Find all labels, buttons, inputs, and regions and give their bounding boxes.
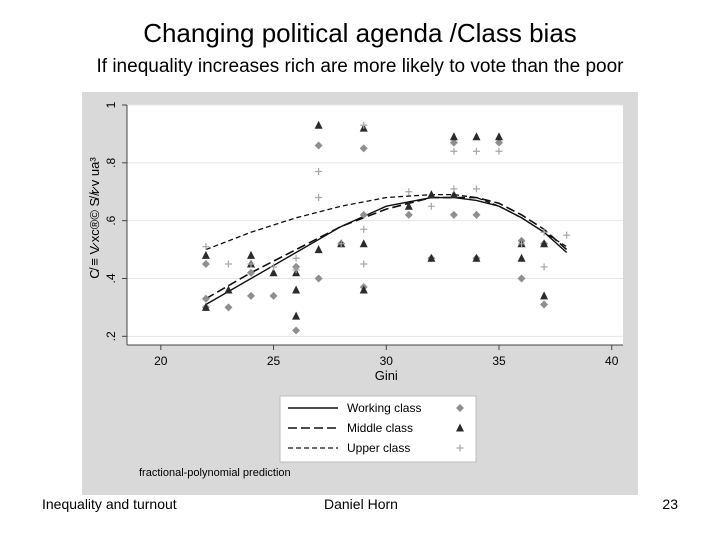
point-upper-class <box>540 228 548 236</box>
point-upper-class <box>495 147 503 155</box>
y-tick-label: .4 <box>104 273 118 283</box>
footer-left: Inequality and turnout <box>42 496 177 512</box>
point-working-class <box>292 326 301 335</box>
y-tick-label: 1 <box>104 101 118 108</box>
fit-line-middle-class <box>205 196 568 300</box>
chart-note: fractional-polynomial prediction <box>139 467 291 479</box>
point-upper-class <box>450 147 458 155</box>
y-tick-label: .6 <box>104 215 118 225</box>
point-upper-class <box>360 121 368 129</box>
point-middle-class <box>292 311 301 320</box>
point-upper-class <box>224 260 232 268</box>
point-middle-class <box>540 291 549 300</box>
point-working-class <box>517 274 526 283</box>
point-middle-class <box>359 285 368 294</box>
legend-label: Middle class <box>347 421 413 435</box>
point-middle-class <box>427 253 436 262</box>
x-tick-label: 20 <box>154 354 168 368</box>
page-number: 23 <box>662 496 678 512</box>
slide-title: Changing political agenda /Class bias <box>143 18 577 48</box>
point-middle-class <box>224 285 233 294</box>
point-upper-class <box>360 225 368 233</box>
point-working-class <box>449 210 458 219</box>
legend-label: Working class <box>347 401 421 415</box>
x-axis-label: Gini <box>375 368 398 383</box>
point-upper-class <box>315 168 323 176</box>
legend-marker-triangle <box>456 423 464 432</box>
point-upper-class <box>315 194 323 202</box>
point-middle-class <box>292 285 301 294</box>
point-middle-class <box>472 253 481 262</box>
data-points <box>201 120 571 335</box>
y-axis-ticks: .2 .4 .6 .8 1 <box>104 101 128 345</box>
point-working-class <box>269 291 278 300</box>
point-working-class <box>201 260 210 269</box>
y-axis-label-group: C̸ ≡ V̷ xc®© S̸ ̸r̷ v ua³ <box>87 157 102 279</box>
point-upper-class <box>247 260 255 268</box>
point-upper-class <box>427 202 435 210</box>
footer-author: Daniel Horn <box>324 496 398 512</box>
y-tick-label: .2 <box>104 331 118 341</box>
point-working-class <box>495 138 503 147</box>
legend-label: Upper class <box>347 441 410 455</box>
point-upper-class <box>540 263 548 271</box>
point-upper-class <box>270 263 278 271</box>
point-upper-class <box>450 185 458 193</box>
point-working-class <box>224 303 233 312</box>
legend: Working class Middle class Upper class <box>279 395 477 463</box>
point-upper-class <box>292 254 300 262</box>
gridlines <box>127 104 623 337</box>
point-working-class <box>314 274 323 283</box>
point-middle-class <box>247 250 255 259</box>
point-working-class <box>404 210 413 219</box>
point-working-class <box>247 291 255 300</box>
point-middle-class <box>359 239 368 248</box>
slide-subtitle: If inequality increases rich are more li… <box>96 56 624 77</box>
point-middle-class <box>472 132 481 141</box>
point-middle-class <box>495 132 503 141</box>
point-upper-class <box>472 185 480 193</box>
point-upper-class <box>472 147 480 155</box>
point-middle-class <box>449 190 458 199</box>
legend-marker-plus <box>456 444 464 452</box>
point-middle-class <box>517 253 526 262</box>
point-upper-class <box>563 231 571 239</box>
point-working-class <box>472 210 481 219</box>
point-working-class <box>540 300 549 309</box>
y-tick-label: .8 <box>104 158 118 168</box>
point-middle-class <box>314 245 323 254</box>
x-axis-ticks: 20 25 30 35 40 <box>127 344 623 368</box>
point-upper-class <box>518 240 526 248</box>
point-working-class <box>201 294 210 303</box>
fit-line-upper-class <box>205 193 567 251</box>
point-upper-class <box>360 260 368 268</box>
point-working-class <box>359 210 368 219</box>
point-upper-class <box>405 188 413 196</box>
x-tick-label: 35 <box>492 354 506 368</box>
point-middle-class <box>427 190 436 199</box>
point-middle-class <box>540 239 549 248</box>
point-middle-class <box>269 268 278 277</box>
point-working-class <box>247 268 255 277</box>
point-working-class <box>359 144 368 153</box>
point-working-class <box>449 138 458 147</box>
point-middle-class <box>314 120 323 129</box>
point-middle-class <box>201 250 210 259</box>
x-tick-label: 40 <box>605 354 619 368</box>
x-tick-label: 25 <box>267 354 281 368</box>
point-upper-class <box>292 266 300 274</box>
plot-area <box>127 105 623 345</box>
point-middle-class <box>449 132 458 141</box>
point-middle-class <box>201 302 210 311</box>
legend-box <box>279 395 477 463</box>
y-axis-label: C̸ ≡ V̷ xc®© S̸ ̸r̷ v ua³ <box>87 157 102 279</box>
point-middle-class <box>404 201 413 210</box>
point-upper-class <box>202 243 210 251</box>
chart: C̸ ≡ V̷ xc®© S̸ ̸r̷ v ua³ .2 .4 .6 .8 1 20 25… <box>82 92 638 495</box>
legend-marker-diamond <box>456 404 464 412</box>
x-tick-label: 30 <box>380 354 394 368</box>
point-working-class <box>314 141 323 150</box>
fit-lines <box>205 193 568 306</box>
point-upper-class <box>337 240 345 248</box>
